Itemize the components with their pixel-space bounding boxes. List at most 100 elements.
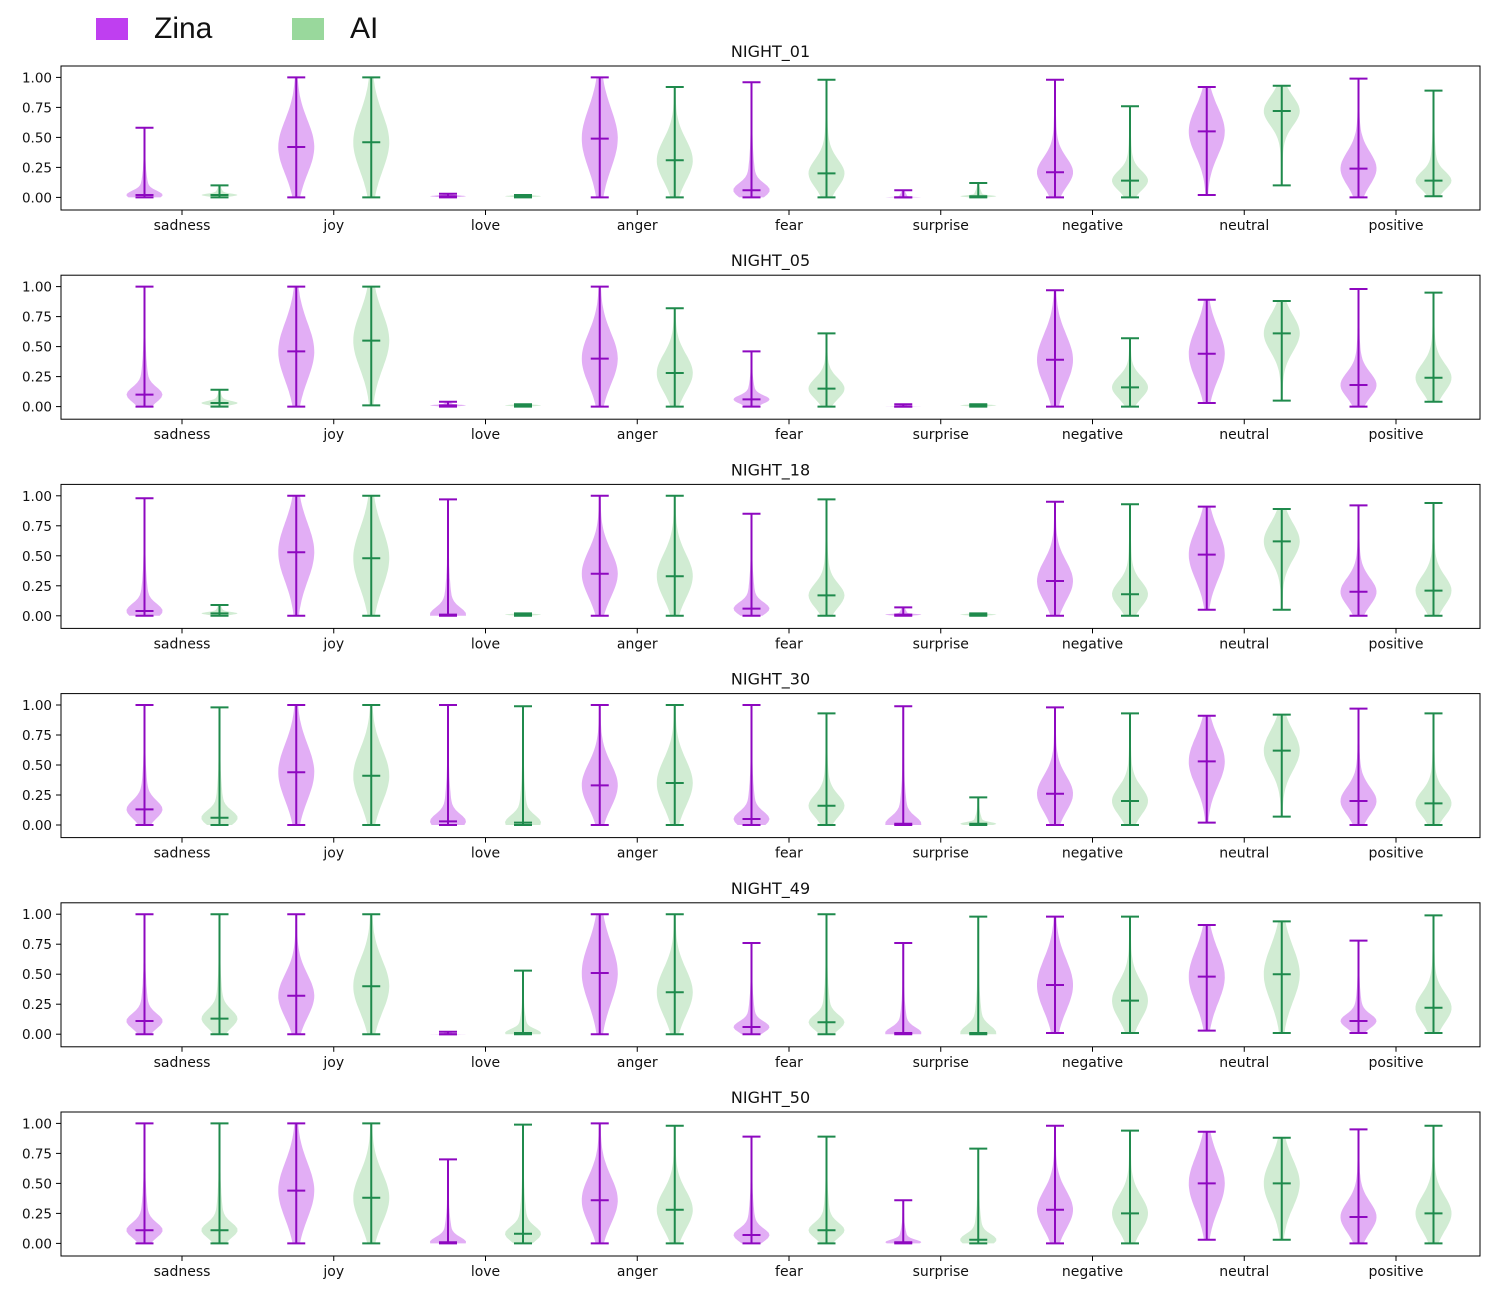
panel-title: NIGHT_30: [731, 670, 810, 690]
x-tick-label: love: [471, 1264, 500, 1280]
panel-frame: [60, 1111, 1481, 1257]
x-tick-label: anger: [617, 218, 658, 234]
panel-1: NIGHT_01 0.00 0.25 0.50 0.75 1.00 sadness joy lo…: [22, 42, 1481, 234]
y-tick-label: 0.50: [22, 1176, 52, 1192]
panel-title: NIGHT_49: [731, 879, 810, 899]
y-tick-label: 0.00: [22, 609, 52, 625]
x-tick-label: negative: [1062, 218, 1123, 234]
y-tick-label: 0.75: [22, 937, 52, 953]
y-tick-label: 1.00: [22, 70, 52, 86]
x-tick-label: anger: [617, 1055, 658, 1071]
x-tick-label: neutral: [1219, 218, 1269, 234]
legend-label-ai: AI: [350, 12, 379, 45]
x-tick-label: fear: [775, 1055, 803, 1071]
x-tick-label: surprise: [913, 218, 969, 234]
panel-frame: [60, 65, 1481, 211]
x-tick-label: surprise: [913, 636, 969, 652]
legend: Zina AI: [0, 0, 1500, 50]
x-tick-label: joy: [322, 1055, 344, 1071]
legend-item-zina: Zina: [96, 12, 212, 46]
panel-frame: [60, 902, 1481, 1048]
x-tick-label: negative: [1062, 1055, 1123, 1071]
y-tick-label: 1.00: [22, 489, 52, 505]
x-tick-label: fear: [775, 846, 803, 862]
x-tick-label: sadness: [154, 636, 211, 652]
panel-4: NIGHT_30 0.00 0.25 0.50 0.75 1.00 sadness joy lo…: [22, 670, 1481, 862]
x-tick-label: sadness: [154, 427, 211, 443]
x-tick-label: positive: [1369, 846, 1424, 862]
y-tick-label: 0.50: [22, 340, 52, 356]
x-tick-label: love: [471, 1055, 500, 1071]
x-tick-label: sadness: [154, 846, 211, 862]
x-tick-label: neutral: [1219, 1264, 1269, 1280]
x-tick-label: surprise: [913, 846, 969, 862]
x-tick-label: surprise: [913, 1264, 969, 1280]
y-tick-label: 0.00: [22, 818, 52, 834]
legend-swatch-zina: [96, 18, 128, 40]
y-tick-label: 0.25: [22, 160, 52, 176]
panel-frame: [60, 274, 1481, 420]
y-tick-label: 1.00: [22, 280, 52, 296]
y-tick-label: 0.00: [22, 1236, 52, 1252]
x-tick-label: fear: [775, 636, 803, 652]
x-tick-label: surprise: [913, 427, 969, 443]
x-tick-label: positive: [1369, 218, 1424, 234]
x-tick-label: anger: [617, 636, 658, 652]
legend-item-ai: AI: [292, 12, 378, 46]
panel-frame: [60, 693, 1481, 839]
x-tick-label: joy: [322, 846, 344, 862]
x-tick-label: negative: [1062, 636, 1123, 652]
x-tick-label: joy: [322, 1264, 344, 1280]
x-tick-label: love: [471, 427, 500, 443]
x-tick-label: negative: [1062, 427, 1123, 443]
y-tick-label: 0.00: [22, 190, 52, 206]
x-tick-label: positive: [1369, 427, 1424, 443]
x-tick-label: joy: [322, 218, 344, 234]
y-tick-label: 1.00: [22, 698, 52, 714]
y-tick-label: 0.00: [22, 1027, 52, 1043]
y-tick-label: 0.00: [22, 400, 52, 416]
panel-title: NIGHT_18: [731, 460, 810, 480]
y-tick-label: 0.50: [22, 967, 52, 983]
x-tick-label: neutral: [1219, 1055, 1269, 1071]
x-tick-label: fear: [775, 427, 803, 443]
x-tick-label: sadness: [154, 218, 211, 234]
y-tick-label: 0.25: [22, 788, 52, 804]
y-tick-label: 0.25: [22, 997, 52, 1013]
y-tick-label: 1.00: [22, 1116, 52, 1132]
x-tick-label: love: [471, 636, 500, 652]
y-tick-label: 0.25: [22, 579, 52, 595]
y-tick-label: 0.75: [22, 728, 52, 744]
x-tick-label: anger: [617, 427, 658, 443]
x-tick-label: positive: [1369, 1264, 1424, 1280]
panel-6: NIGHT_50 0.00 0.25 0.50 0.75 1.00 sadness joy lo…: [22, 1088, 1481, 1280]
panel-title: NIGHT_50: [731, 1088, 810, 1108]
x-tick-label: neutral: [1219, 636, 1269, 652]
y-tick-label: 0.25: [22, 1206, 52, 1222]
panel-5: NIGHT_49 0.00 0.25 0.50 0.75 1.00 sadness joy lo…: [22, 879, 1481, 1071]
panel-3: NIGHT_18 0.00 0.25 0.50 0.75 1.00 sadness joy lo…: [22, 460, 1481, 652]
legend-swatch-ai: [292, 18, 324, 40]
x-tick-label: positive: [1369, 1055, 1424, 1071]
x-tick-label: love: [471, 218, 500, 234]
x-tick-label: negative: [1062, 1264, 1123, 1280]
x-tick-label: negative: [1062, 846, 1123, 862]
x-tick-label: sadness: [154, 1264, 211, 1280]
x-tick-label: joy: [322, 427, 344, 443]
x-tick-label: joy: [322, 636, 344, 652]
x-tick-label: sadness: [154, 1055, 211, 1071]
x-tick-label: positive: [1369, 636, 1424, 652]
panel-title: NIGHT_01: [731, 42, 810, 62]
x-tick-label: neutral: [1219, 846, 1269, 862]
y-tick-label: 0.75: [22, 310, 52, 326]
legend-label-zina: Zina: [154, 12, 213, 45]
y-tick-label: 0.50: [22, 130, 52, 146]
x-tick-label: anger: [617, 1264, 658, 1280]
x-tick-label: anger: [617, 846, 658, 862]
x-tick-label: love: [471, 846, 500, 862]
x-tick-label: fear: [775, 218, 803, 234]
y-tick-label: 0.75: [22, 100, 52, 116]
y-tick-label: 0.75: [22, 519, 52, 535]
x-tick-label: fear: [775, 1264, 803, 1280]
